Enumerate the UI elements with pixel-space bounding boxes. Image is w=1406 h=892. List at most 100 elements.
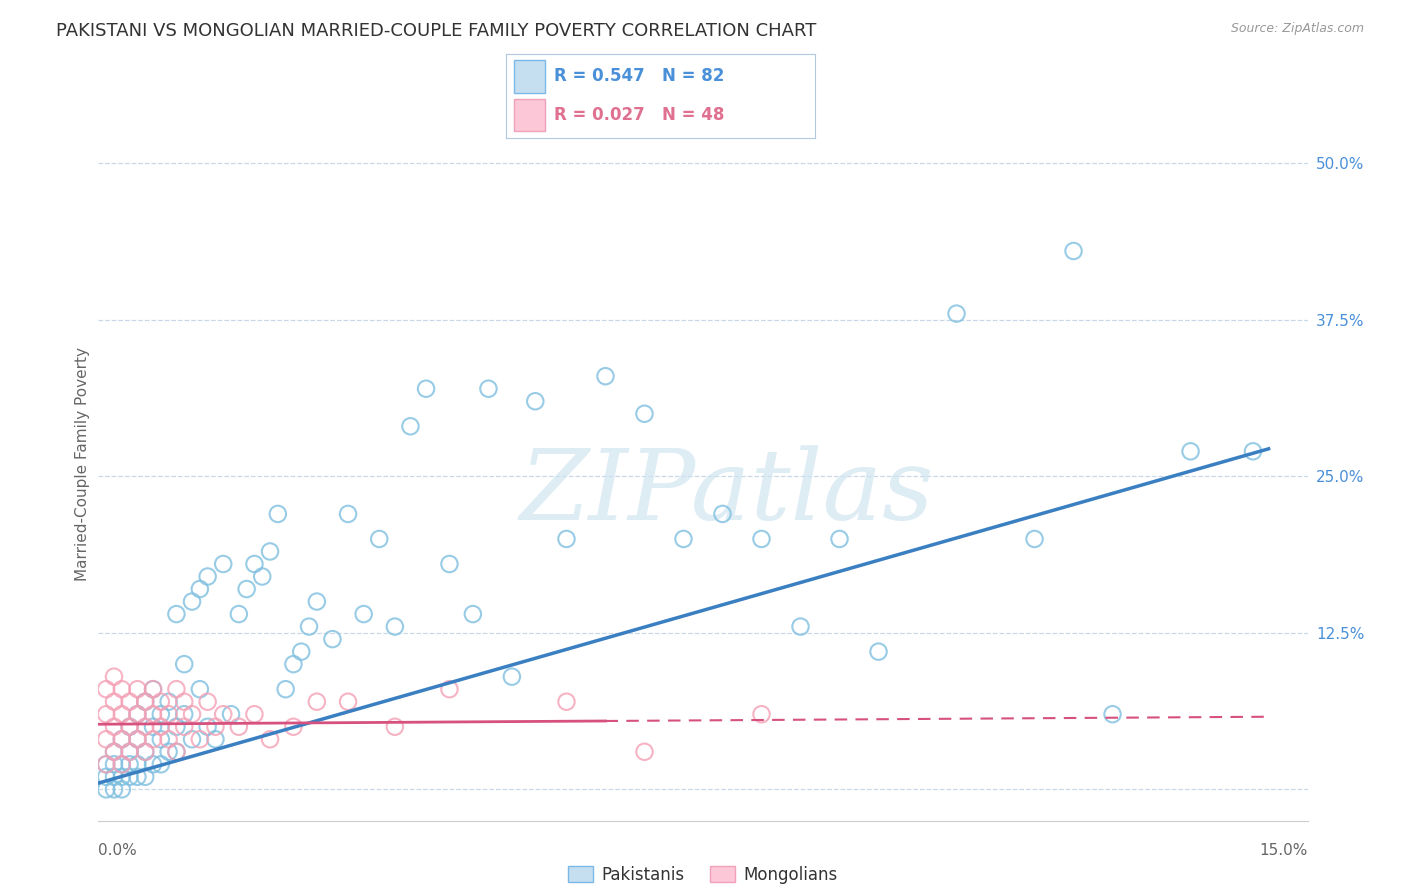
Point (212, 557, 235, 571)
Point (118, 720, 141, 734)
Point (134, 745, 156, 759)
Point (173, 707, 195, 722)
Point (353, 607, 375, 621)
Point (165, 682, 187, 697)
Point (111, 732, 134, 747)
Point (751, 532, 773, 546)
Point (204, 720, 226, 734)
Point (173, 657, 195, 672)
Point (415, 382, 437, 396)
Point (461, 607, 484, 621)
Text: 0.0%: 0.0% (98, 843, 138, 858)
Point (103, 745, 125, 759)
Point (751, 707, 773, 722)
Point (142, 720, 165, 734)
Point (157, 745, 180, 759)
Point (103, 720, 125, 734)
Point (142, 682, 165, 697)
Point (103, 745, 125, 759)
Legend: Pakistanis, Mongolians: Pakistanis, Mongolians (562, 860, 844, 891)
Point (868, 645, 890, 659)
Point (165, 720, 187, 734)
Point (142, 707, 165, 722)
Point (111, 682, 134, 697)
Point (96, 757, 118, 772)
Point (305, 695, 328, 709)
Point (672, 532, 695, 546)
Point (181, 707, 204, 722)
Point (103, 757, 125, 772)
Point (188, 732, 211, 747)
Point (127, 770, 149, 784)
Point (235, 582, 257, 596)
Point (142, 732, 165, 747)
Point (96, 782, 118, 797)
Point (321, 632, 343, 646)
Point (283, 720, 305, 734)
Point (188, 582, 211, 596)
Point (197, 695, 219, 709)
Point (501, 670, 523, 684)
Point (96, 757, 118, 772)
Point (149, 720, 172, 734)
Point (305, 594, 328, 608)
FancyBboxPatch shape (513, 61, 544, 93)
Point (118, 770, 141, 784)
Point (633, 407, 655, 421)
Point (165, 745, 187, 759)
Point (439, 557, 461, 571)
Point (181, 594, 204, 608)
Text: 15.0%: 15.0% (1260, 843, 1308, 858)
Point (165, 607, 187, 621)
Point (157, 732, 180, 747)
Point (134, 770, 156, 784)
Point (103, 670, 125, 684)
Point (259, 544, 281, 558)
Point (384, 720, 406, 734)
Point (1101, 707, 1123, 722)
Point (149, 757, 172, 772)
Text: ZIPatlas: ZIPatlas (520, 445, 935, 540)
Point (181, 732, 204, 747)
Point (127, 682, 149, 697)
Point (96, 707, 118, 722)
Point (127, 757, 149, 772)
Text: PAKISTANI VS MONGOLIAN MARRIED-COUPLE FAMILY POVERTY CORRELATION CHART: PAKISTANI VS MONGOLIAN MARRIED-COUPLE FA… (56, 22, 817, 40)
Point (197, 720, 219, 734)
Point (1063, 244, 1085, 258)
Point (274, 682, 297, 697)
FancyBboxPatch shape (513, 99, 544, 131)
Point (111, 707, 134, 722)
Point (368, 532, 391, 546)
Point (118, 720, 141, 734)
Point (252, 569, 274, 583)
Point (1024, 532, 1046, 546)
Point (103, 695, 125, 709)
Point (118, 695, 141, 709)
Point (633, 745, 655, 759)
Point (96, 770, 118, 784)
Point (298, 619, 321, 633)
Point (127, 707, 149, 722)
Point (555, 695, 578, 709)
Point (111, 757, 134, 772)
Point (134, 745, 156, 759)
Point (149, 695, 172, 709)
Point (127, 732, 149, 747)
Point (267, 507, 290, 521)
Point (142, 757, 165, 772)
Point (173, 720, 195, 734)
Point (524, 394, 547, 409)
Point (96, 732, 118, 747)
Point (219, 707, 242, 722)
Point (711, 507, 734, 521)
Point (243, 707, 266, 722)
Point (118, 745, 141, 759)
Point (789, 619, 811, 633)
Point (157, 707, 180, 722)
Point (243, 557, 266, 571)
Point (127, 732, 149, 747)
Point (595, 369, 617, 384)
Point (157, 695, 180, 709)
Point (103, 782, 125, 797)
